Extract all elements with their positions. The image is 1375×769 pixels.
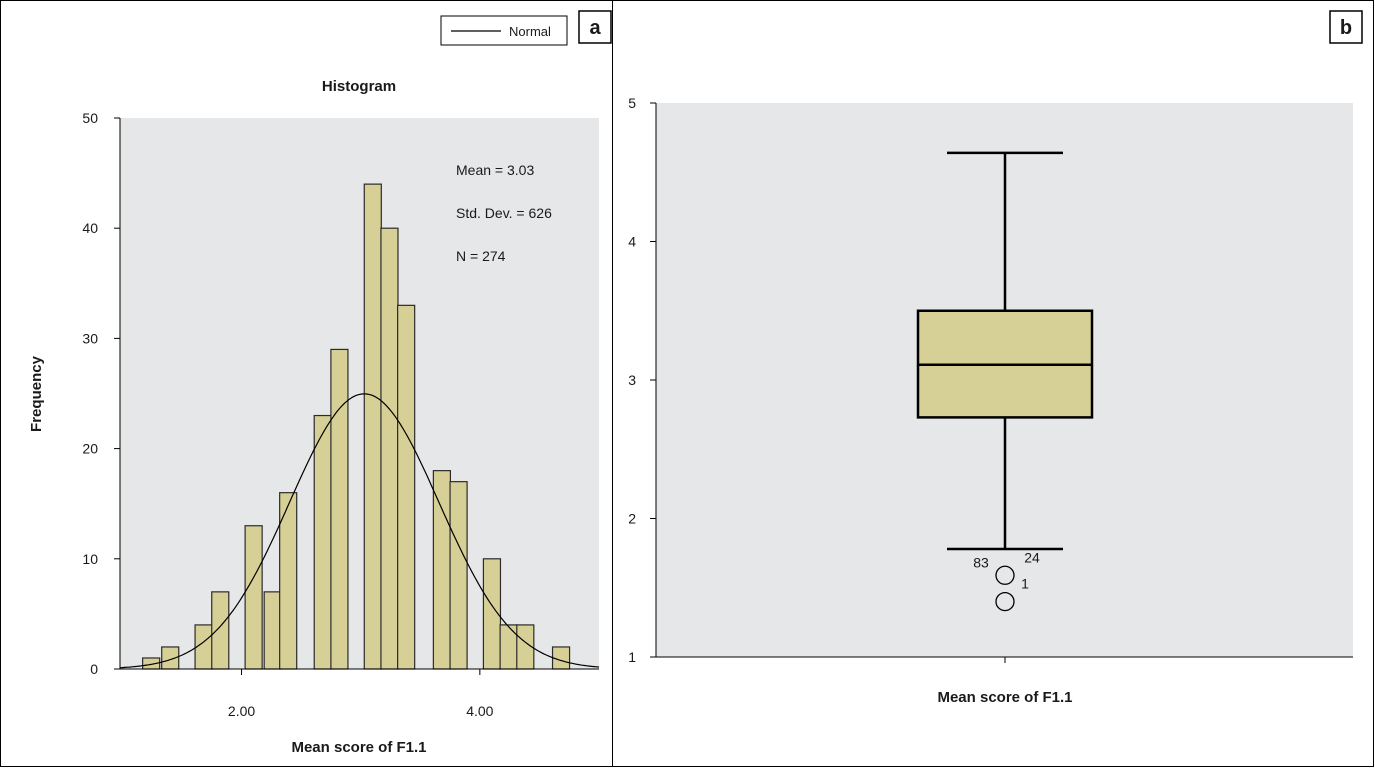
x-tick-label: 2.00	[228, 703, 255, 719]
histogram-bar	[432, 470, 452, 670]
legend: Normal	[440, 15, 568, 46]
outlier-label: 83	[973, 554, 989, 570]
outlier-label: 24	[1024, 549, 1040, 565]
y-tick-label: 10	[82, 551, 98, 567]
histogram-bar	[211, 591, 230, 670]
histogram-bar	[449, 481, 468, 670]
histogram-bar	[263, 591, 282, 670]
y-tick-label: 30	[82, 330, 98, 346]
stats-label: Std. Dev. = 626	[456, 205, 552, 221]
x-tick-label: 4.00	[466, 703, 493, 719]
y-tick-label: 50	[82, 110, 98, 126]
panel-tag-label: b	[1340, 17, 1352, 39]
panel-tag-box	[1329, 10, 1363, 44]
histogram-bar	[363, 183, 382, 670]
plot-area	[120, 118, 599, 669]
y-tick-label: 0	[90, 661, 98, 677]
histogram-bar	[380, 227, 399, 670]
legend-label: Normal	[509, 24, 551, 39]
y-tick-label: 5	[628, 95, 636, 111]
y-axis-title: Frequency	[28, 355, 45, 432]
stats-label: N = 274	[456, 248, 506, 264]
histogram-chart: 0 10 20 30 40 50 2.00 4.00 Histogram Mean score o…	[28, 10, 612, 756]
y-tick-label: 1	[628, 649, 636, 665]
histogram-bar	[330, 348, 349, 670]
x-axis-title: Mean score of F1.1	[937, 689, 1072, 706]
histogram-bar	[397, 304, 416, 670]
outlier-label: 1	[1021, 575, 1029, 591]
y-tick-label: 2	[628, 511, 636, 527]
outlier-point	[995, 565, 1015, 585]
panel-tag-box	[578, 10, 612, 44]
histogram-bar	[244, 525, 263, 670]
panel-tag-label: a	[589, 17, 601, 39]
x-axis-title: Mean score of F1.1	[291, 739, 426, 756]
normal-curve	[119, 393, 600, 669]
y-tick-label: 20	[82, 441, 98, 457]
y-tick-label: 4	[628, 234, 636, 250]
histogram-panel: 0 10 20 30 40 50 2.00 4.00 Histogram Mean score o…	[0, 0, 613, 767]
boxplot-chart: 1 2 3 4 5 83 24 1 Mean score of F1.1 b	[628, 10, 1363, 706]
boxplot-panel: 1 2 3 4 5 83 24 1 Mean score of F1.1 b	[612, 0, 1374, 767]
histogram-bar	[313, 414, 332, 670]
histogram-bar	[499, 624, 518, 670]
y-tick-label: 40	[82, 220, 98, 236]
chart-title: Histogram	[322, 78, 396, 95]
outlier-point	[995, 591, 1015, 612]
y-tick-label: 3	[628, 372, 636, 388]
stats-label: Mean = 3.03	[456, 162, 534, 178]
